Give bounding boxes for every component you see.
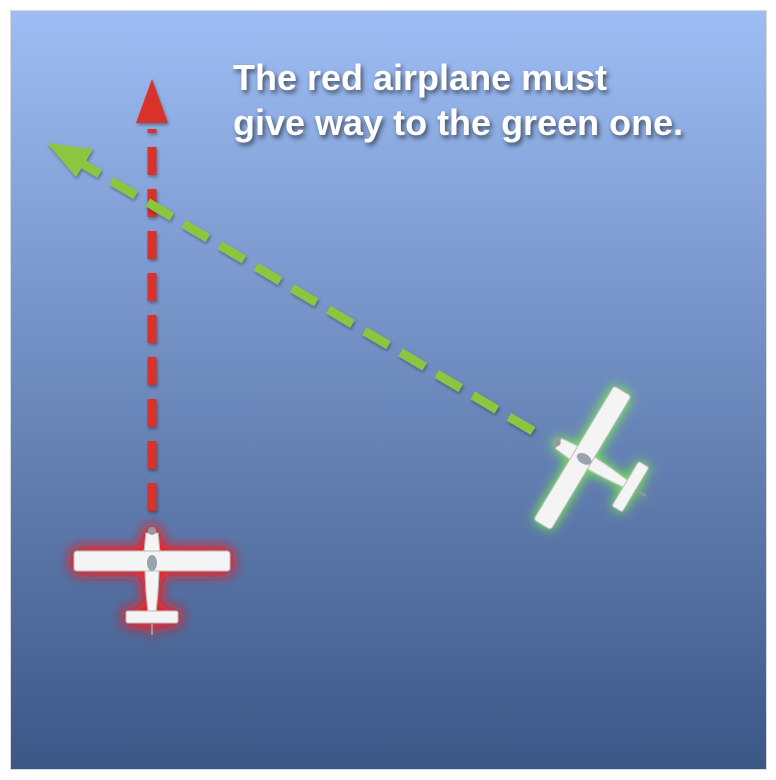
- traffic-scene: [11, 11, 766, 769]
- red-arrowhead-icon: [136, 79, 168, 123]
- green-arrowhead-icon: [47, 143, 93, 177]
- green-path: [47, 143, 536, 435]
- caption-line-1: The red airplane must: [233, 57, 608, 98]
- red-airplane-icon: [73, 527, 231, 635]
- caption: The red airplane must give way to the gr…: [233, 55, 763, 145]
- sky-background: [11, 11, 766, 769]
- diagram-frame: The red airplane must give way to the gr…: [10, 10, 767, 770]
- red-path: [136, 79, 168, 511]
- caption-line-2: give way to the green one.: [233, 102, 684, 143]
- green-airplane-icon: [534, 386, 649, 530]
